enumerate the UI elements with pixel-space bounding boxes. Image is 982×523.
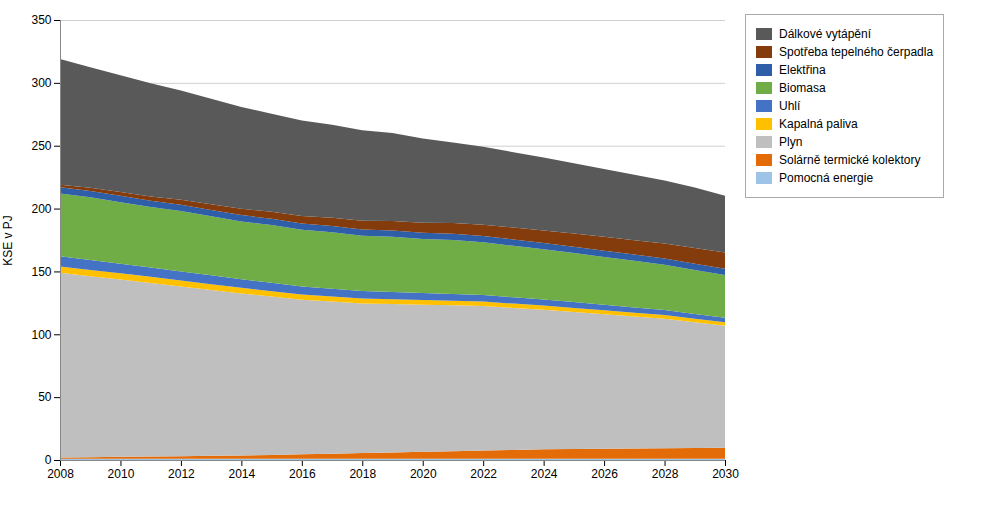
- svg-text:2028: 2028: [652, 467, 679, 481]
- svg-text:50: 50: [38, 390, 52, 404]
- svg-text:100: 100: [31, 328, 51, 342]
- html-text:Kapalná paliva: Kapalná paliva: [779, 117, 858, 131]
- svg-text:200: 200: [31, 202, 51, 216]
- svg-text:2030: 2030: [712, 467, 739, 481]
- svg-text:2008: 2008: [47, 467, 74, 481]
- html-text:Uhlí: Uhlí: [779, 99, 801, 113]
- svg-text:KSE v PJ: KSE v PJ: [1, 215, 15, 266]
- svg-text:2016: 2016: [289, 467, 316, 481]
- svg-text:300: 300: [31, 76, 51, 90]
- svg-text:2022: 2022: [470, 467, 497, 481]
- svg-text:350: 350: [31, 13, 51, 27]
- svg-text:150: 150: [31, 265, 51, 279]
- svg-text:2012: 2012: [168, 467, 195, 481]
- svg-text:2010: 2010: [108, 467, 135, 481]
- html-text:Dálkové vytápění: Dálkové vytápění: [779, 27, 872, 41]
- svg-text:0: 0: [45, 453, 52, 467]
- svg-text:2020: 2020: [410, 467, 437, 481]
- svg-text:2024: 2024: [531, 467, 558, 481]
- svg-text:250: 250: [31, 139, 51, 153]
- html-text:Plyn: Plyn: [779, 135, 803, 149]
- html-text:Biomasa: Biomasa: [779, 81, 826, 95]
- svg-text:2018: 2018: [349, 467, 376, 481]
- html-text:Solárně termické kolektory: Solárně termické kolektory: [779, 153, 921, 167]
- html-text:Elektřina: Elektřina: [779, 63, 826, 77]
- html-text:Pomocná energie: Pomocná energie: [779, 171, 874, 185]
- svg-text:2026: 2026: [591, 467, 618, 481]
- html-text:Spotřeba tepelného čerpadla: Spotřeba tepelného čerpadla: [779, 45, 934, 59]
- svg-text:2014: 2014: [229, 467, 256, 481]
